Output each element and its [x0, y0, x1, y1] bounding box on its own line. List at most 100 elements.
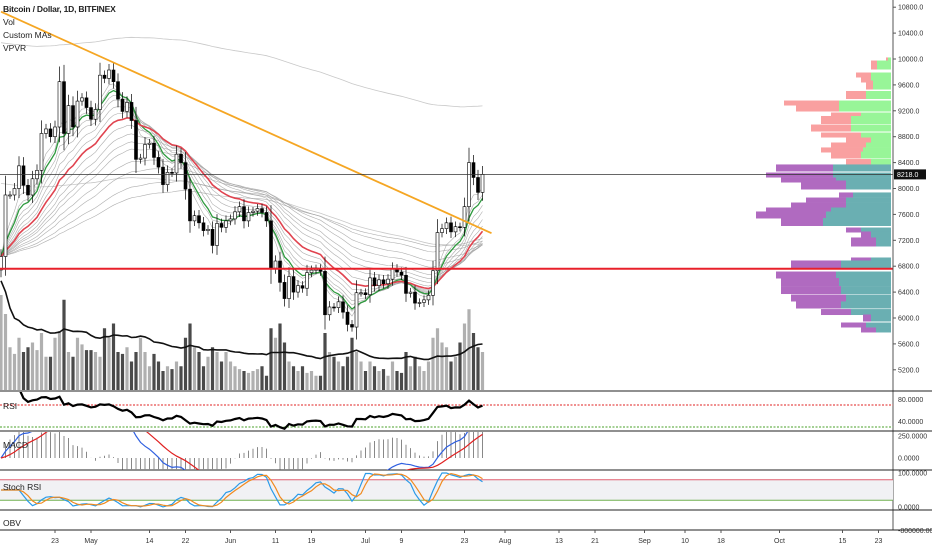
candle-body: [449, 222, 453, 233]
volume-bar: [161, 371, 165, 390]
candle-body: [381, 279, 386, 284]
candle-body: [170, 172, 174, 174]
symbol-title[interactable]: Bitcoin / Dollar, 1D, BITFINEX: [3, 4, 116, 14]
volume-bar: [0, 295, 3, 390]
vpvr-down-bar: [856, 72, 871, 78]
candle-body: [80, 97, 84, 102]
stoch-k-line: [1, 472, 483, 508]
volume-bar: [296, 371, 300, 390]
vpvr-down-bar: [791, 202, 846, 208]
candle-body: [192, 215, 197, 222]
macd-pane: [0, 432, 483, 470]
price-tick-label: 10800.0: [898, 5, 923, 12]
candle: [116, 73, 120, 108]
candle-body: [345, 311, 350, 325]
vpvr-up-bar: [826, 211, 891, 219]
candle: [89, 100, 93, 127]
volume-bar: [255, 369, 260, 390]
candle-body: [242, 206, 246, 222]
candle: [102, 70, 107, 84]
vpvr-up-bar: [866, 90, 891, 100]
volume-bar: [242, 371, 246, 390]
candle-body: [386, 278, 390, 284]
candle-body: [44, 128, 48, 134]
vpvr-down-bar: [866, 80, 873, 90]
candle-body: [71, 105, 75, 128]
candle: [345, 305, 350, 332]
volume-bar: [431, 337, 435, 390]
volume-bar: [390, 361, 395, 390]
candle: [237, 201, 242, 217]
price-tick-label: 7200.0: [898, 238, 920, 245]
volume-bar: [80, 344, 84, 390]
candle-body: [93, 109, 98, 120]
legend-custom-mas[interactable]: Custom MAs: [3, 30, 52, 40]
macd-tick-label: 250.0000: [898, 434, 927, 441]
candle: [84, 91, 89, 114]
volume-bar: [368, 361, 372, 390]
candle: [426, 290, 431, 305]
volume-bar: [116, 352, 120, 390]
candle: [80, 93, 84, 106]
vpvr-up-bar: [861, 112, 891, 118]
candle: [453, 221, 458, 238]
candle: [165, 165, 170, 192]
candle-body: [53, 126, 57, 138]
candle: [143, 137, 147, 166]
volume-bar: [219, 361, 224, 390]
obv-pane-label[interactable]: OBV: [3, 518, 21, 528]
candle-body: [21, 165, 26, 186]
rsi-tick-label: 80.0000: [898, 397, 923, 404]
volume-bar: [287, 361, 291, 390]
legend-volume[interactable]: Vol: [3, 17, 15, 27]
vpvr-down-bar: [796, 104, 839, 112]
candle: [449, 216, 453, 239]
candle: [422, 295, 426, 307]
stoch-tick-label: 100.0000: [898, 471, 927, 478]
candle-body: [0, 256, 3, 271]
volume-bar: [336, 361, 341, 390]
stoch-rsi-pane-label[interactable]: Stoch RSI: [3, 482, 42, 492]
candle-body: [422, 299, 426, 303]
candle: [251, 206, 255, 217]
candle-body: [233, 211, 237, 220]
vpvr-down-bar: [801, 180, 846, 190]
volume-bar: [395, 371, 399, 390]
candle: [53, 120, 57, 144]
time-tick-label: Jun: [225, 538, 236, 545]
candle: [264, 206, 269, 227]
candle-body: [435, 232, 440, 272]
candle: [44, 123, 48, 139]
candle-body: [188, 188, 192, 222]
vpvr-up-bar: [871, 137, 891, 143]
volume-bar: [224, 352, 228, 390]
candle-body: [215, 223, 219, 246]
macd-pane-label[interactable]: MACD: [3, 440, 29, 450]
candle-body: [291, 276, 296, 293]
candle: [147, 138, 152, 149]
ma-ribbon-line: [0, 111, 483, 291]
candle-body: [152, 142, 156, 158]
price-pane: [0, 10, 893, 390]
vpvr-up-bar: [846, 294, 891, 302]
vpvr-down-bar: [806, 197, 846, 203]
candle-body: [12, 188, 17, 196]
rsi-pane-label[interactable]: RSI: [3, 401, 18, 411]
candle-body: [363, 292, 368, 295]
vpvr-up-bar: [846, 202, 891, 208]
vpvr-up-bar: [833, 164, 891, 172]
vpvr-up-bar: [873, 80, 891, 90]
candle: [75, 90, 80, 138]
vpvr-down-bar: [756, 211, 826, 219]
volume-bar: [350, 337, 354, 390]
candle-body: [332, 306, 336, 309]
time-tick-label: Sep: [638, 538, 651, 545]
vpvr-up-bar: [851, 115, 891, 125]
legend-vpvr[interactable]: VPVR: [3, 43, 27, 53]
vpvr-up-bar: [871, 77, 891, 83]
candle-body: [341, 301, 345, 313]
candle-body: [84, 97, 89, 108]
volume-bar: [291, 366, 296, 390]
candle-body: [116, 81, 120, 100]
